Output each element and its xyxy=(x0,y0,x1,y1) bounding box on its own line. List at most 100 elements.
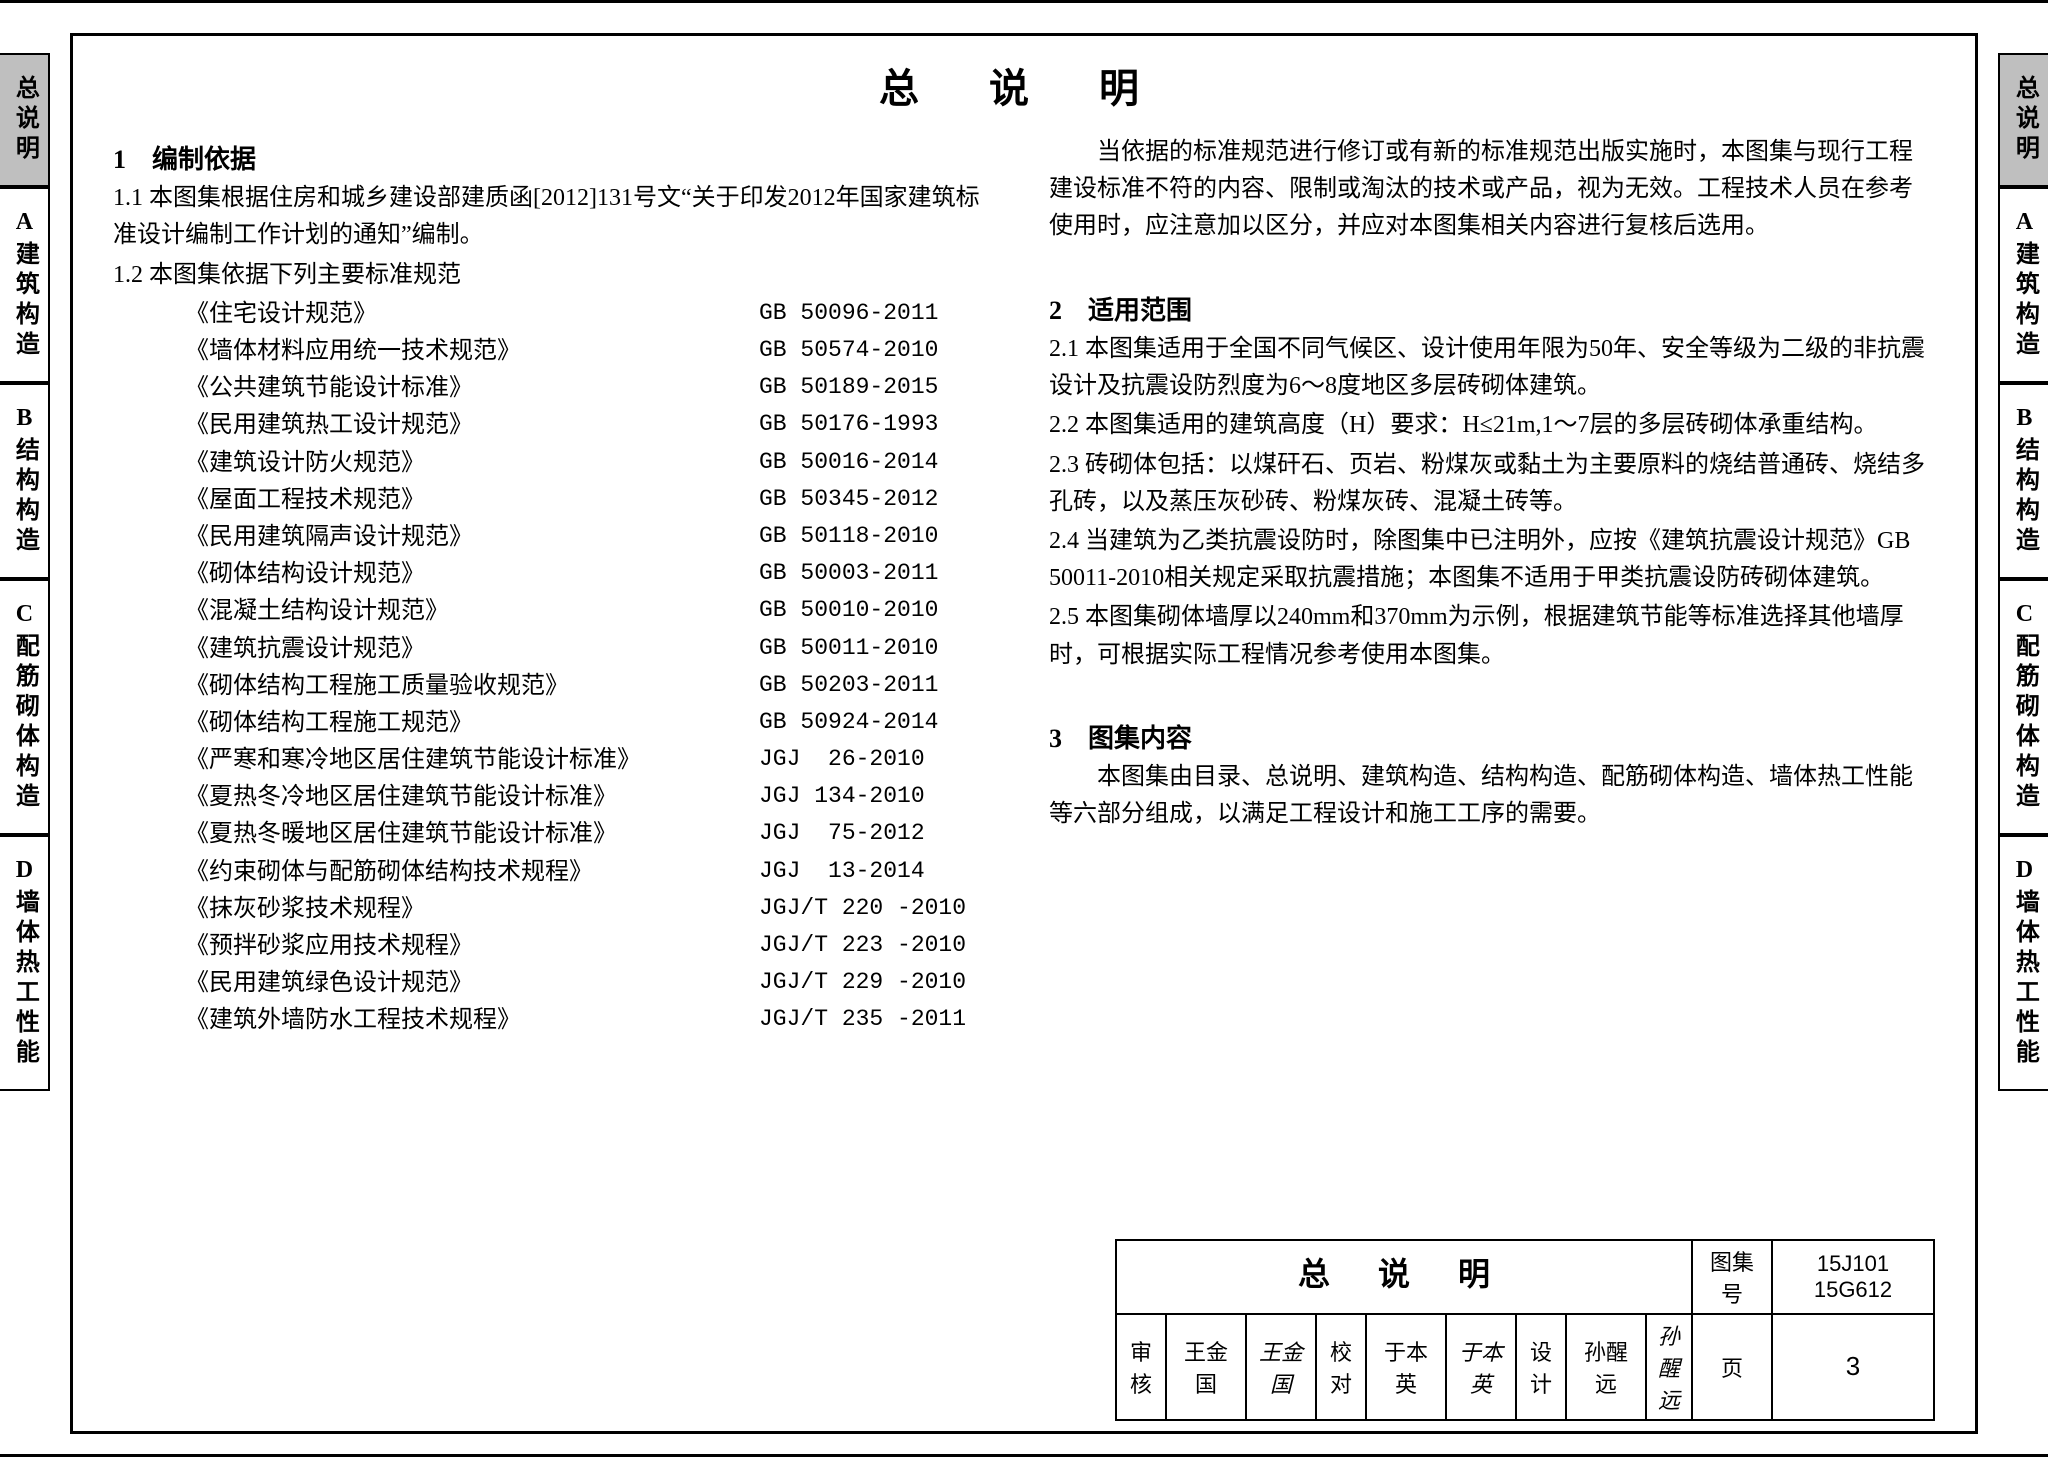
standard-name: 《民用建筑热工设计规范》 xyxy=(185,407,759,444)
standard-code: GB 50203-2011 xyxy=(759,668,999,705)
para-2-1: 2.1 本图集适用于全国不同气候区、设计使用年限为50年、安全等级为二级的非抗震… xyxy=(1049,331,1935,405)
left-tabs: 总说明 A建筑构造 B结构构造 C配筋砌体构造 D墙体热工性能 xyxy=(0,53,50,1091)
standard-row: 《住宅设计规范》GB 50096-2011 xyxy=(113,296,999,333)
atlas-number-label: 图集号 xyxy=(1693,1241,1773,1313)
standard-code: GB 50096-2011 xyxy=(759,296,999,333)
left-column: 1 编制依据 1.1 本图集根据住房和城乡建设部建质函[2012]131号文“关… xyxy=(113,134,999,1040)
standard-code: GB 50010-2010 xyxy=(759,593,999,630)
reviewer-label: 审核 xyxy=(1117,1315,1167,1419)
para-2-2: 2.2 本图集适用的建筑高度（H）要求：H≤21m,1～7层的多层砖砌体承重结构… xyxy=(1049,407,1935,444)
content-frame: 总 说 明 1 编制依据 1.1 本图集根据住房和城乡建设部建质函[2012]1… xyxy=(70,33,1978,1434)
tab-d-right[interactable]: D墙体热工性能 xyxy=(1998,835,2048,1091)
standard-name: 《夏热冬暖地区居住建筑节能设计标准》 xyxy=(185,816,759,853)
standard-name: 《砌体结构工程施工质量验收规范》 xyxy=(185,668,759,705)
page-label: 页 xyxy=(1693,1315,1773,1419)
standard-code: GB 50189-2015 xyxy=(759,370,999,407)
standard-row: 《夏热冬暖地区居住建筑节能设计标准》JGJ 75-2012 xyxy=(113,816,999,853)
para-2-4: 2.4 当建筑为乙类抗震设防时，除图集中已注明外，应按《建筑抗震设计规范》GB … xyxy=(1049,523,1935,597)
designer-signature: 孙醒远 xyxy=(1647,1315,1693,1419)
standard-name: 《民用建筑隔声设计规范》 xyxy=(185,519,759,556)
standards-list: 《住宅设计规范》GB 50096-2011《墙体材料应用统一技术规范》GB 50… xyxy=(113,296,999,1040)
standard-code: JGJ/T 223 -2010 xyxy=(759,928,999,965)
standard-code: GB 50176-1993 xyxy=(759,407,999,444)
standard-name: 《建筑抗震设计规范》 xyxy=(185,631,759,668)
standard-row: 《夏热冬冷地区居住建筑节能设计标准》JGJ 134-2010 xyxy=(113,779,999,816)
titleblock-title: 总 说 明 xyxy=(1117,1241,1693,1313)
standard-row: 《墙体材料应用统一技术规范》GB 50574-2010 xyxy=(113,333,999,370)
tab-c-right[interactable]: C配筋砌体构造 xyxy=(1998,579,2048,835)
atlas-code-2: 15G612 xyxy=(1814,1277,1892,1303)
standard-name: 《建筑设计防火规范》 xyxy=(185,445,759,482)
standard-code: JGJ 13-2014 xyxy=(759,854,999,891)
standard-code: JGJ 26-2010 xyxy=(759,742,999,779)
standard-name: 《砌体结构工程施工规范》 xyxy=(185,705,759,742)
standard-row: 《抹灰砂浆技术规程》JGJ/T 220 -2010 xyxy=(113,891,999,928)
standard-row: 《混凝土结构设计规范》GB 50010-2010 xyxy=(113,593,999,630)
tab-d-left[interactable]: D墙体热工性能 xyxy=(0,835,50,1091)
two-column-body: 1 编制依据 1.1 本图集根据住房和城乡建设部建质函[2012]131号文“关… xyxy=(113,134,1935,1040)
standard-row: 《民用建筑热工设计规范》GB 50176-1993 xyxy=(113,407,999,444)
tab-general-right[interactable]: 总说明 xyxy=(1998,53,2048,187)
standard-row: 《民用建筑绿色设计规范》JGJ/T 229 -2010 xyxy=(113,965,999,1002)
standard-code: GB 50924-2014 xyxy=(759,705,999,742)
standard-code: JGJ/T 235 -2011 xyxy=(759,1002,999,1039)
tab-c-left[interactable]: C配筋砌体构造 xyxy=(0,579,50,835)
section-3-heading: 3 图集内容 xyxy=(1049,719,1935,759)
standard-code: GB 50016-2014 xyxy=(759,445,999,482)
standard-row: 《公共建筑节能设计标准》GB 50189-2015 xyxy=(113,370,999,407)
standard-name: 《夏热冬冷地区居住建筑节能设计标准》 xyxy=(185,779,759,816)
standard-code: JGJ 134-2010 xyxy=(759,779,999,816)
atlas-number-value: 15J101 15G612 xyxy=(1773,1241,1933,1313)
standard-row: 《建筑设计防火规范》GB 50016-2014 xyxy=(113,445,999,482)
standard-row: 《屋面工程技术规范》GB 50345-2012 xyxy=(113,482,999,519)
standard-row: 《建筑抗震设计规范》GB 50011-2010 xyxy=(113,631,999,668)
page-title: 总 说 明 xyxy=(113,56,1935,114)
designer-label: 设计 xyxy=(1517,1315,1567,1419)
tab-general-left[interactable]: 总说明 xyxy=(0,53,50,187)
standard-name: 《约束砌体与配筋砌体结构技术规程》 xyxy=(185,854,759,891)
standard-code: JGJ/T 220 -2010 xyxy=(759,891,999,928)
standard-name: 《严寒和寒冷地区居住建筑节能设计标准》 xyxy=(185,742,759,779)
page-frame: 总说明 A建筑构造 B结构构造 C配筋砌体构造 D墙体热工性能 总说明 A建筑构… xyxy=(0,0,2048,1457)
standard-name: 《砌体结构设计规范》 xyxy=(185,556,759,593)
standard-code: GB 50003-2011 xyxy=(759,556,999,593)
standard-code: GB 50118-2010 xyxy=(759,519,999,556)
standard-row: 《砌体结构工程施工规范》GB 50924-2014 xyxy=(113,705,999,742)
standard-name: 《民用建筑绿色设计规范》 xyxy=(185,965,759,1002)
standard-name: 《建筑外墙防水工程技术规程》 xyxy=(185,1002,759,1039)
page-number: 3 xyxy=(1773,1315,1933,1419)
standard-name: 《墙体材料应用统一技术规范》 xyxy=(185,333,759,370)
standard-code: GB 50345-2012 xyxy=(759,482,999,519)
checker-name: 于本英 xyxy=(1367,1315,1447,1419)
standard-row: 《建筑外墙防水工程技术规程》JGJ/T 235 -2011 xyxy=(113,1002,999,1039)
section-2-heading: 2 适用范围 xyxy=(1049,291,1935,331)
para-2-3: 2.3 砖砌体包括：以煤矸石、页岩、粉煤灰或黏土为主要原料的烧结普通砖、烧结多孔… xyxy=(1049,447,1935,521)
standard-code: JGJ/T 229 -2010 xyxy=(759,965,999,1002)
standard-name: 《抹灰砂浆技术规程》 xyxy=(185,891,759,928)
standard-name: 《屋面工程技术规范》 xyxy=(185,482,759,519)
tab-b-left[interactable]: B结构构造 xyxy=(0,383,50,579)
tab-a-right[interactable]: A建筑构造 xyxy=(1998,187,2048,383)
standard-row: 《砌体结构工程施工质量验收规范》GB 50203-2011 xyxy=(113,668,999,705)
standard-row: 《约束砌体与配筋砌体结构技术规程》JGJ 13-2014 xyxy=(113,854,999,891)
standard-name: 《混凝土结构设计规范》 xyxy=(185,593,759,630)
standard-row: 《砌体结构设计规范》GB 50003-2011 xyxy=(113,556,999,593)
reviewer-signature: 王金国 xyxy=(1247,1315,1317,1419)
right-tabs: 总说明 A建筑构造 B结构构造 C配筋砌体构造 D墙体热工性能 xyxy=(1998,53,2048,1091)
checker-signature: 于本英 xyxy=(1447,1315,1517,1419)
standard-code: JGJ 75-2012 xyxy=(759,816,999,853)
section-1-heading: 1 编制依据 xyxy=(113,140,999,180)
standard-code: GB 50574-2010 xyxy=(759,333,999,370)
standard-row: 《严寒和寒冷地区居住建筑节能设计标准》JGJ 26-2010 xyxy=(113,742,999,779)
standard-code: GB 50011-2010 xyxy=(759,631,999,668)
standard-row: 《民用建筑隔声设计规范》GB 50118-2010 xyxy=(113,519,999,556)
para-1-2: 1.2 本图集依据下列主要标准规范 xyxy=(113,257,999,294)
standard-name: 《公共建筑节能设计标准》 xyxy=(185,370,759,407)
reviewer-name: 王金国 xyxy=(1167,1315,1247,1419)
tab-a-left[interactable]: A建筑构造 xyxy=(0,187,50,383)
standard-name: 《住宅设计规范》 xyxy=(185,296,759,333)
para-2-5: 2.5 本图集砌体墙厚以240mm和370mm为示例，根据建筑节能等标准选择其他… xyxy=(1049,599,1935,673)
para-3: 本图集由目录、总说明、建筑构造、结构构造、配筋砌体构造、墙体热工性能等六部分组成… xyxy=(1049,759,1935,833)
para-note: 当依据的标准规范进行修订或有新的标准规范出版实施时，本图集与现行工程建设标准不符… xyxy=(1049,134,1935,246)
tab-b-right[interactable]: B结构构造 xyxy=(1998,383,2048,579)
